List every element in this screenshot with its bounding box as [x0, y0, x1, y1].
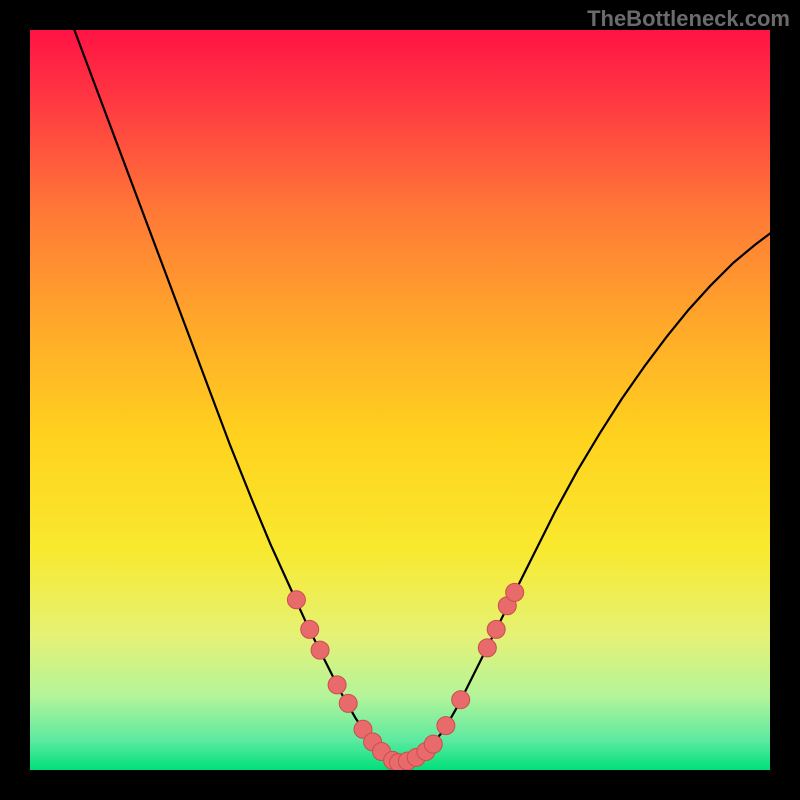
data-dot	[287, 591, 305, 609]
data-dot	[424, 735, 442, 753]
data-dot	[487, 620, 505, 638]
plot-svg	[30, 30, 770, 770]
data-dot	[301, 620, 319, 638]
data-dot	[478, 639, 496, 657]
plot-area	[30, 30, 770, 770]
data-dot	[328, 676, 346, 694]
gradient-background	[30, 30, 770, 770]
watermark-text: TheBottleneck.com	[587, 6, 790, 32]
data-dot	[339, 694, 357, 712]
data-dot	[311, 641, 329, 659]
data-dot	[506, 583, 524, 601]
data-dot	[452, 691, 470, 709]
data-dot	[437, 717, 455, 735]
chart-frame: TheBottleneck.com	[0, 0, 800, 800]
